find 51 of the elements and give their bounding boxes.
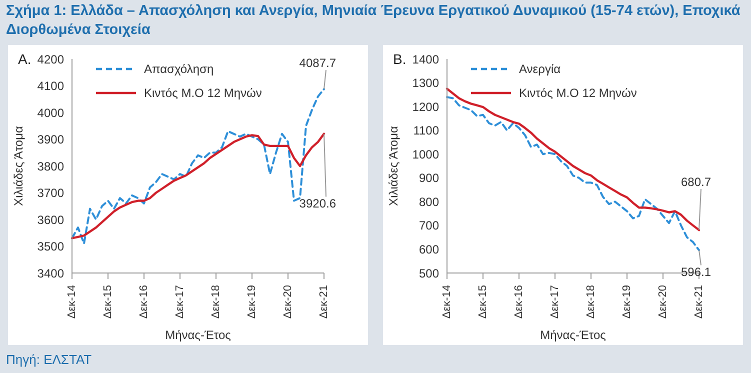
y-tick-label: 1000 [412, 147, 440, 162]
text: B. [393, 51, 406, 67]
x-tick-label: Δεκ-19 [621, 285, 633, 319]
x-tick-label: Δεκ-16 [513, 285, 525, 319]
y-tick-label: 900 [418, 171, 440, 186]
x-tick-label: Δεκ-14 [66, 285, 78, 319]
y-axis-title: Χιλιάδες Άτομα [386, 126, 400, 206]
y-tick-label: 800 [418, 194, 440, 209]
y-tick-label: 4000 [37, 106, 64, 120]
legend-label: Απασχόληση [144, 61, 214, 78]
y-tick-label: 1300 [412, 76, 440, 90]
y-tick-label: 700 [418, 218, 440, 233]
annotation: 680.7 [680, 175, 712, 190]
x-axis-title: Μήνας-Έτος [540, 328, 606, 342]
x-tick-label: Δεκ-14 [441, 285, 453, 319]
legend-label: Κιντός Μ.Ο 12 Μηνών [519, 85, 637, 102]
text: Σχήμα 1: Ελλάδα – Απασχόληση και Ανεργία, Μηνιαία Έρευνα Εργατικού Δυναμικού (15-74 ετών), Εποχικά Διορθωμένα Στοιχεία [6, 2, 742, 40]
annotation: 4087.7 [299, 56, 336, 70]
y-tick-label: 3800 [37, 159, 64, 174]
y-tick-label: 4100 [37, 79, 64, 94]
y-tick-label: 3400 [37, 266, 64, 280]
y-tick-label: 3500 [37, 240, 64, 254]
y-axis-title: Χιλιάδες Άτομα [11, 126, 26, 206]
x-tick-label: Δεκ-19 [246, 285, 258, 319]
y-tick-label: 3700 [37, 186, 64, 200]
y-tick-label: 600 [418, 242, 440, 256]
annotation: 3920.6 [299, 196, 336, 211]
y-tick-label: 4200 [37, 52, 64, 66]
y-tick-label: 1100 [413, 124, 440, 138]
x-tick-label: Δεκ-20 [282, 285, 294, 319]
annotation: 596.1 [680, 265, 712, 280]
x-tick-label: Δεκ-20 [657, 285, 669, 319]
x-tick-label: Δεκ-16 [138, 285, 150, 319]
x-tick-label: Δεκ-18 [210, 285, 222, 319]
x-axis-title: Μήνας-Έτος [165, 328, 232, 342]
x-tick-label: Δεκ-21 [693, 285, 705, 319]
y-tick-label: 3900 [37, 132, 64, 147]
y-tick-label: 3600 [37, 212, 64, 227]
x-tick-label: Δεκ-15 [477, 285, 489, 319]
x-tick-label: Δεκ-15 [102, 285, 114, 319]
text: A. [18, 51, 32, 67]
legend-label: Κιντός Μ.Ο 12 Μηνών [144, 85, 262, 102]
x-tick-label: Δεκ-21 [318, 285, 330, 319]
y-tick-label: 1400 [412, 52, 440, 66]
x-tick-label: Δεκ-17 [549, 285, 561, 319]
legend-label: Ανεργία [519, 61, 561, 78]
y-tick-label: 1200 [412, 100, 440, 114]
text: Πηγή: ΕΛΣΤΑΤ [6, 352, 92, 367]
x-tick-label: Δεκ-17 [174, 285, 186, 319]
x-tick-label: Δεκ-18 [585, 285, 597, 319]
y-tick-label: 500 [418, 266, 440, 280]
